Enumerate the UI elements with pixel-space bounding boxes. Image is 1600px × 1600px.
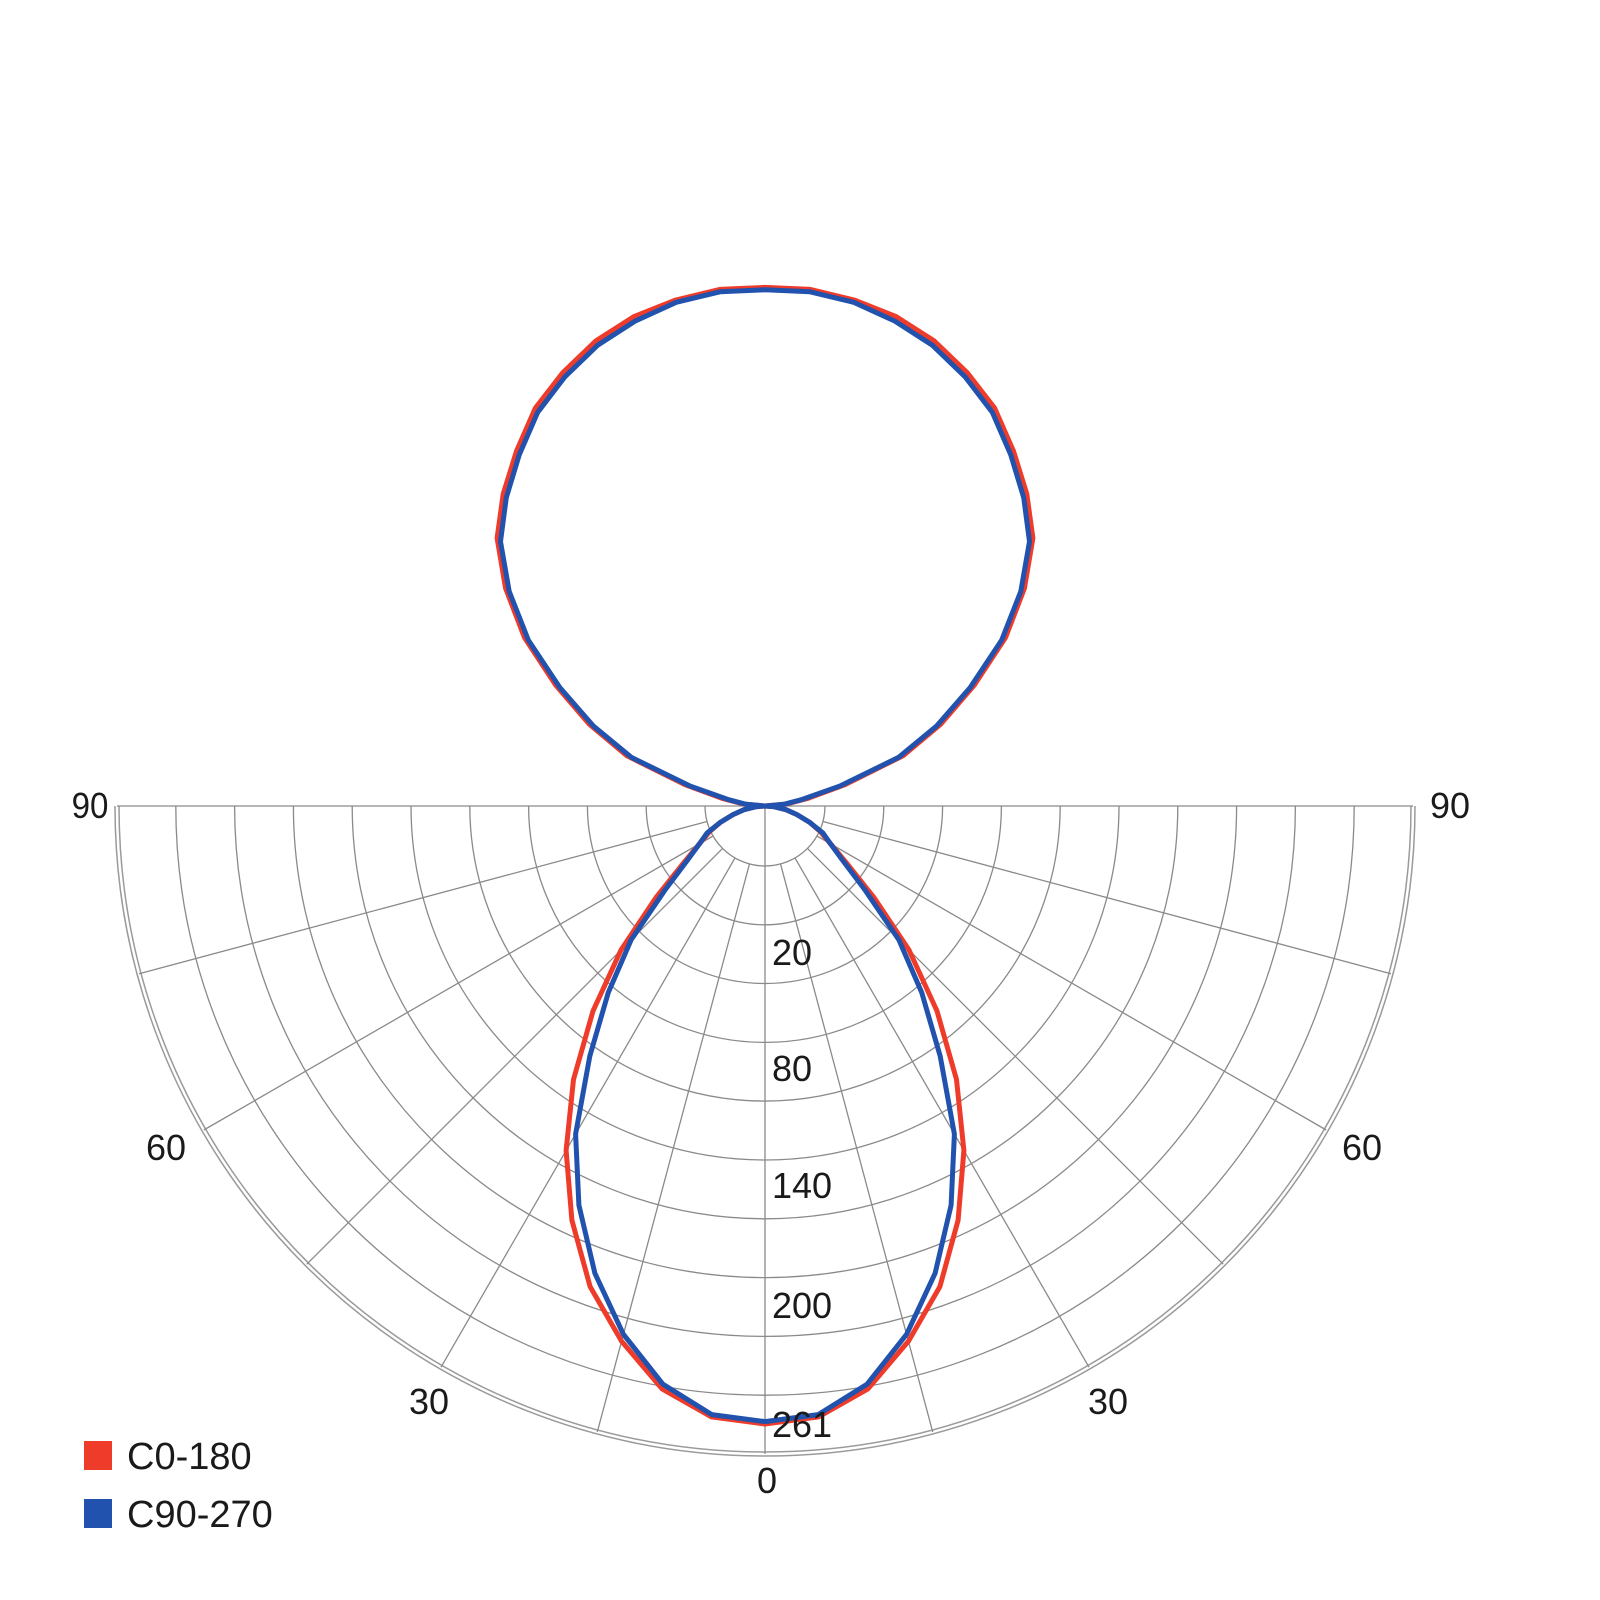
angle-label-60-left: 60	[146, 1127, 186, 1168]
grid-spoke	[806, 847, 1224, 1265]
radial-label-200: 200	[772, 1285, 832, 1326]
legend: C0-180 C90-270	[84, 1436, 273, 1536]
legend-swatch-c90-270	[84, 1499, 112, 1528]
radial-label-261: 261	[772, 1404, 832, 1445]
angle-label-90-right: 90	[1430, 785, 1470, 826]
grid-spoke	[816, 835, 1327, 1131]
grid-spoke	[306, 847, 724, 1265]
legend-label-c90-270: C90-270	[127, 1494, 273, 1536]
grid-spoke	[440, 857, 736, 1368]
legend-swatch-c0-180	[84, 1441, 112, 1470]
angle-label-60-right: 60	[1342, 1127, 1382, 1168]
legend-label-c0-180: C0-180	[127, 1436, 252, 1478]
grid-spoke	[822, 820, 1392, 975]
polar-grid	[114, 805, 1416, 1457]
radial-label-140: 140	[772, 1165, 832, 1206]
grid-spoke	[794, 857, 1090, 1368]
angle-label-90-left: 90	[72, 787, 109, 827]
grid-spoke	[138, 820, 708, 975]
curves	[494, 284, 1036, 1427]
grid-spoke	[203, 835, 714, 1131]
angle-label-0: 0	[757, 1460, 777, 1501]
radial-labels: 20 80 140 200 261	[772, 932, 832, 1445]
radial-label-20: 20	[772, 932, 812, 973]
angle-labels: 90 60 30 0 30 60 90	[72, 785, 1470, 1501]
grid-outer-ring	[114, 805, 1416, 1457]
radial-label-80: 80	[772, 1048, 812, 1089]
angle-label-30-right: 30	[1088, 1381, 1128, 1422]
angle-label-30-left: 30	[409, 1381, 449, 1422]
